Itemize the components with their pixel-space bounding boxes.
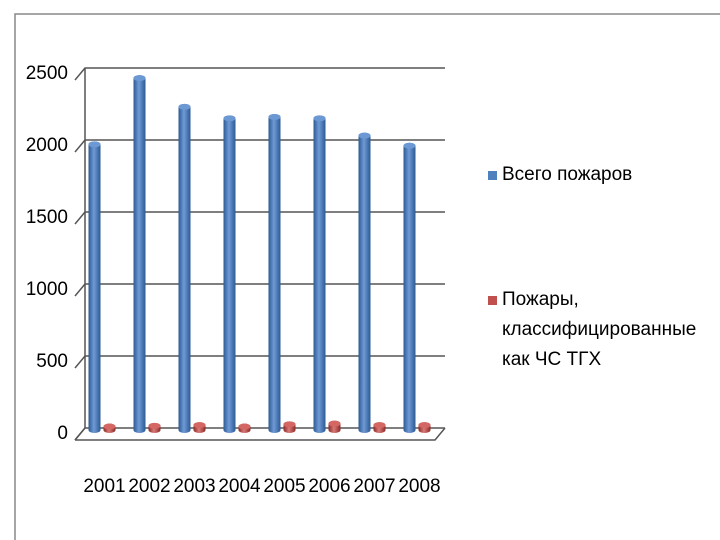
y-tick-label: 2500 bbox=[26, 63, 68, 84]
legend-label: Пожары, классифицированные как ЧС ТГХ bbox=[502, 289, 697, 370]
y-tick-label: 1000 bbox=[26, 279, 68, 300]
x-tick-label: 2007 bbox=[353, 476, 395, 497]
bar-top bbox=[418, 422, 431, 429]
y-tick-label: 500 bbox=[36, 351, 68, 372]
x-tick-label: 2003 bbox=[173, 476, 215, 497]
bar bbox=[133, 75, 146, 434]
bar-top bbox=[268, 113, 281, 120]
grid-line bbox=[74, 355, 445, 369]
grid-line bbox=[74, 427, 445, 441]
grid-line bbox=[74, 211, 445, 225]
bar bbox=[178, 103, 191, 434]
grid-line bbox=[74, 139, 445, 153]
bar-top bbox=[223, 115, 236, 122]
legend-key bbox=[488, 171, 497, 180]
bar-top bbox=[178, 103, 191, 110]
floor bbox=[75, 427, 446, 441]
bar bbox=[268, 113, 281, 434]
x-tick-label: 2008 bbox=[398, 476, 440, 497]
y-tick-label: 2000 bbox=[26, 135, 68, 156]
bar bbox=[88, 141, 101, 434]
bar-top bbox=[193, 422, 206, 429]
bar-top bbox=[373, 422, 386, 429]
y-tick-label: 1500 bbox=[26, 207, 68, 228]
x-tick-label: 2001 bbox=[83, 476, 125, 497]
x-tick-label: 2002 bbox=[128, 476, 170, 497]
grid-line bbox=[74, 67, 445, 81]
frame bbox=[14, 13, 720, 540]
bar bbox=[403, 142, 416, 434]
y-tick-label: 0 bbox=[57, 423, 68, 444]
x-tick-label: 2005 bbox=[263, 476, 305, 497]
bar bbox=[358, 132, 371, 434]
bar-top bbox=[88, 141, 101, 148]
bar-top bbox=[103, 423, 116, 430]
bar-top bbox=[358, 132, 371, 139]
legend-label: Всего пожаров bbox=[502, 164, 633, 185]
bar-top bbox=[133, 75, 146, 82]
bar-top bbox=[283, 421, 296, 428]
x-tick-label: 2006 bbox=[308, 476, 350, 497]
legend-key bbox=[488, 296, 497, 305]
bar-top bbox=[148, 422, 161, 429]
bar bbox=[313, 115, 326, 434]
bar-top bbox=[403, 142, 416, 149]
x-tick-label: 2004 bbox=[218, 476, 261, 497]
grid-line bbox=[74, 283, 445, 297]
bar-top bbox=[328, 420, 341, 427]
bar-top bbox=[238, 423, 251, 430]
bar bbox=[223, 115, 236, 434]
back-wall bbox=[74, 68, 86, 441]
bar-top bbox=[313, 115, 326, 122]
